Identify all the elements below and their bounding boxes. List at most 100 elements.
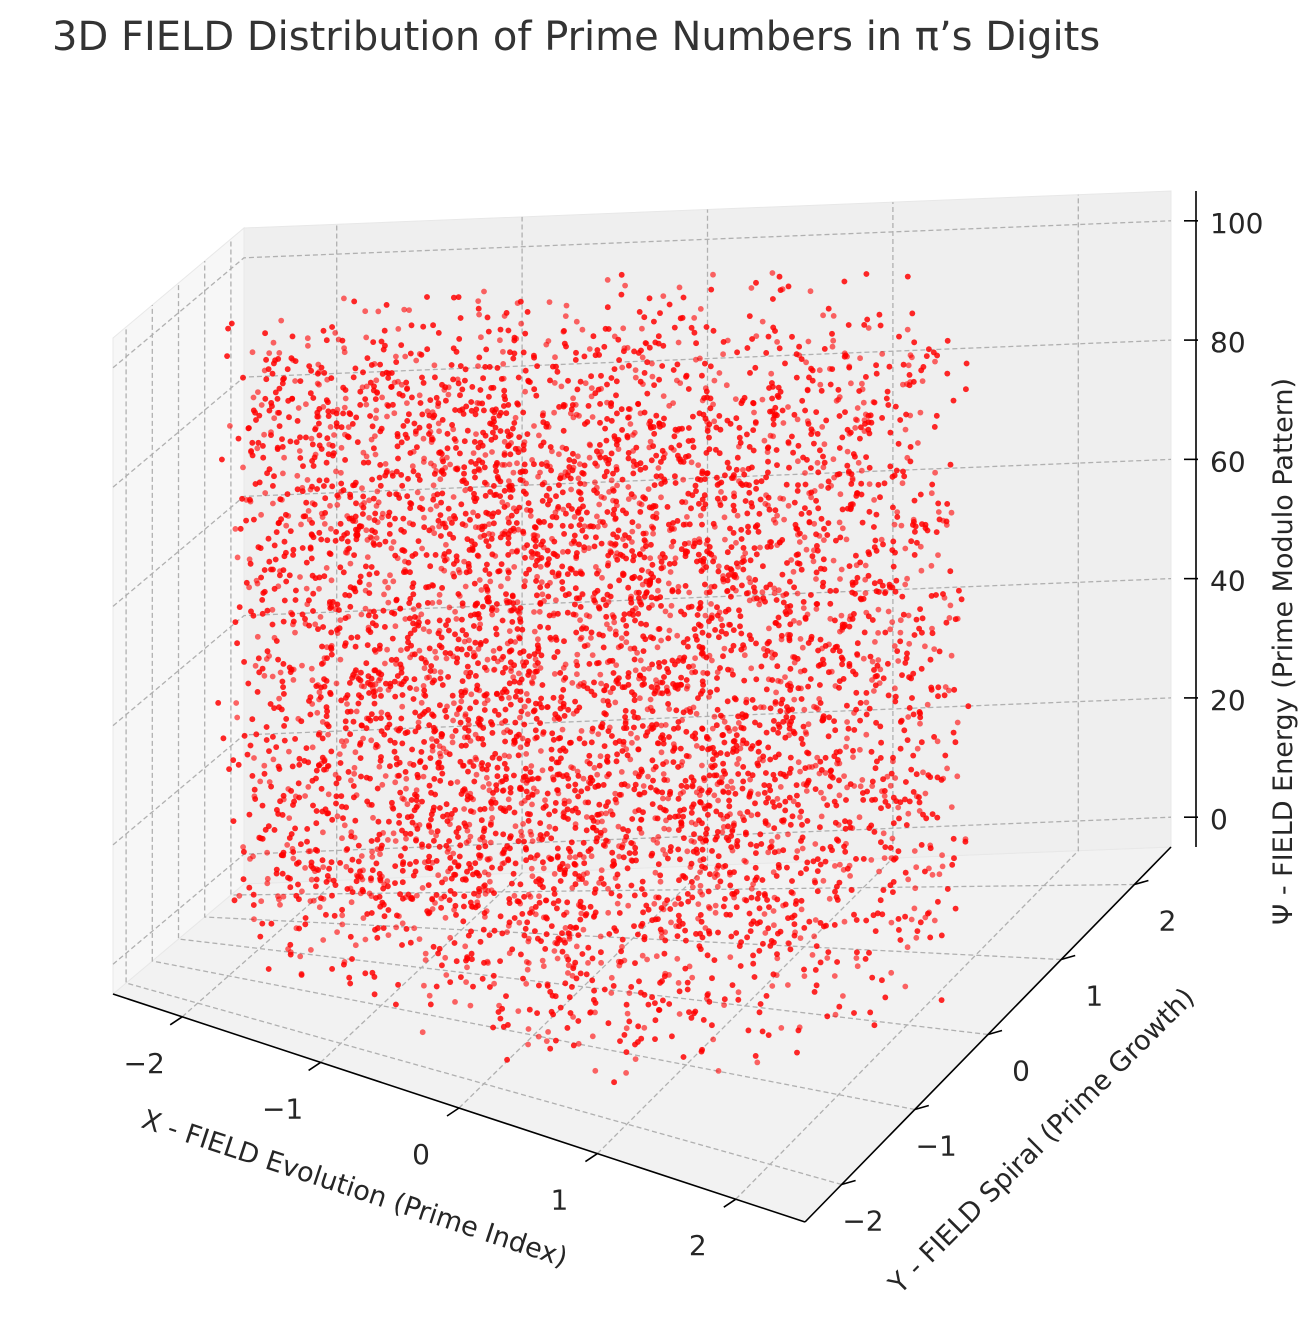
scatter-point xyxy=(821,346,828,352)
scatter-point xyxy=(582,421,588,427)
scatter-point xyxy=(677,315,684,322)
scatter-point xyxy=(644,390,651,397)
scatter-point xyxy=(360,511,366,517)
scatter-point xyxy=(756,510,763,517)
scatter-point xyxy=(713,808,720,815)
scatter-point xyxy=(561,797,568,804)
scatter-point xyxy=(929,625,935,632)
scatter-point xyxy=(928,490,935,497)
scatter-point xyxy=(843,536,850,543)
scatter-point xyxy=(421,691,427,698)
scatter-point xyxy=(905,714,912,720)
scatter-point xyxy=(402,769,409,775)
scatter-point xyxy=(390,401,396,408)
scatter-point xyxy=(853,552,859,559)
scatter-point xyxy=(928,562,935,569)
scatter-point xyxy=(752,800,758,807)
scatter-point xyxy=(557,670,564,676)
scatter-point xyxy=(927,774,934,780)
scatter-point xyxy=(410,580,417,587)
scatter-point xyxy=(436,617,443,624)
scatter-point xyxy=(514,599,521,605)
scatter-point xyxy=(754,895,761,902)
scatter-point xyxy=(349,421,356,427)
scatter-point xyxy=(600,644,607,651)
scatter-point xyxy=(275,656,281,663)
scatter-point xyxy=(510,425,516,432)
scatter-point xyxy=(356,579,363,585)
scatter-point xyxy=(933,412,940,419)
scatter-point xyxy=(772,328,778,334)
scatter-point xyxy=(364,554,371,560)
scatter-point xyxy=(820,877,827,884)
scatter-point xyxy=(429,600,436,606)
scatter-point xyxy=(432,648,438,655)
scatter-point xyxy=(253,731,260,738)
scatter-point xyxy=(767,705,774,712)
scatter-point xyxy=(306,363,313,369)
scatter-point xyxy=(511,678,518,685)
scatter-point xyxy=(929,481,936,488)
scatter-point xyxy=(416,424,423,431)
scatter-point xyxy=(470,450,477,456)
scatter-point xyxy=(363,563,369,570)
scatter-point xyxy=(568,739,574,746)
scatter-point xyxy=(559,522,566,529)
scatter-point xyxy=(481,707,488,713)
scatter-point xyxy=(649,757,656,764)
scatter-point xyxy=(589,652,596,658)
scatter-point xyxy=(817,682,823,688)
scatter-point xyxy=(316,585,322,592)
scatter-point xyxy=(614,482,620,489)
scatter-point xyxy=(595,523,601,530)
scatter-point xyxy=(369,848,375,855)
scatter-point xyxy=(354,634,361,640)
scatter-point xyxy=(752,576,759,583)
scatter-point xyxy=(729,785,736,791)
y-grid-line xyxy=(230,239,1135,896)
scatter-point xyxy=(930,349,937,356)
scatter-point xyxy=(234,714,241,721)
scatter-point xyxy=(554,771,561,778)
scatter-point xyxy=(471,778,478,785)
scatter-point xyxy=(611,619,618,626)
scatter-point xyxy=(887,429,894,436)
scatter-point xyxy=(663,817,669,824)
scatter-point xyxy=(890,563,897,570)
scatter-point xyxy=(271,705,277,711)
scatter-point xyxy=(847,873,853,879)
scatter-point xyxy=(254,445,261,452)
scatter-point xyxy=(443,622,449,628)
scatter-point xyxy=(457,758,464,765)
scatter-point xyxy=(728,833,735,839)
scatter-point xyxy=(649,360,655,367)
scatter-point xyxy=(636,500,643,507)
scatter-point xyxy=(805,683,811,690)
scatter-point xyxy=(342,549,349,556)
scatter-point xyxy=(486,598,492,605)
scatter-point xyxy=(458,501,465,508)
scatter-point xyxy=(740,545,747,551)
scatter-point xyxy=(860,399,867,406)
scatter-point xyxy=(857,746,863,753)
scatter-point xyxy=(744,431,750,438)
scatter-point xyxy=(890,794,897,801)
scatter-point xyxy=(346,545,352,552)
scatter-point xyxy=(424,619,431,625)
scatter-point xyxy=(228,320,235,327)
scatter-point xyxy=(683,728,690,735)
scatter-point xyxy=(799,845,806,852)
scatter-point xyxy=(489,611,496,618)
scatter-point xyxy=(600,782,607,788)
scatter-point xyxy=(674,632,681,639)
scatter-point xyxy=(620,741,627,748)
scatter-point xyxy=(318,536,325,543)
scatter-point xyxy=(515,374,522,381)
scatter-point xyxy=(942,752,949,759)
scatter-point xyxy=(376,474,383,481)
scatter-point xyxy=(410,606,417,612)
scatter-point xyxy=(621,611,628,618)
scatter-point xyxy=(381,913,388,920)
scatter-point xyxy=(480,375,486,382)
scatter-point xyxy=(720,351,726,358)
